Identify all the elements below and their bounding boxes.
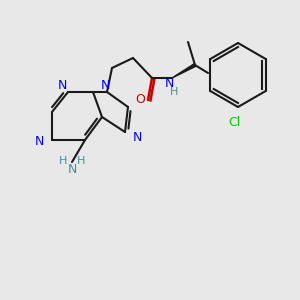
Text: N: N: [34, 135, 44, 148]
Text: N: N: [133, 131, 142, 144]
Text: N: N: [57, 79, 67, 92]
Text: H: H: [77, 156, 86, 166]
Text: O: O: [135, 93, 145, 106]
Text: H: H: [170, 87, 178, 97]
Text: H: H: [58, 156, 67, 166]
Text: N: N: [164, 77, 174, 90]
Text: Cl: Cl: [228, 116, 240, 129]
Polygon shape: [172, 64, 196, 78]
Text: N: N: [100, 79, 110, 92]
Text: N: N: [67, 163, 77, 176]
